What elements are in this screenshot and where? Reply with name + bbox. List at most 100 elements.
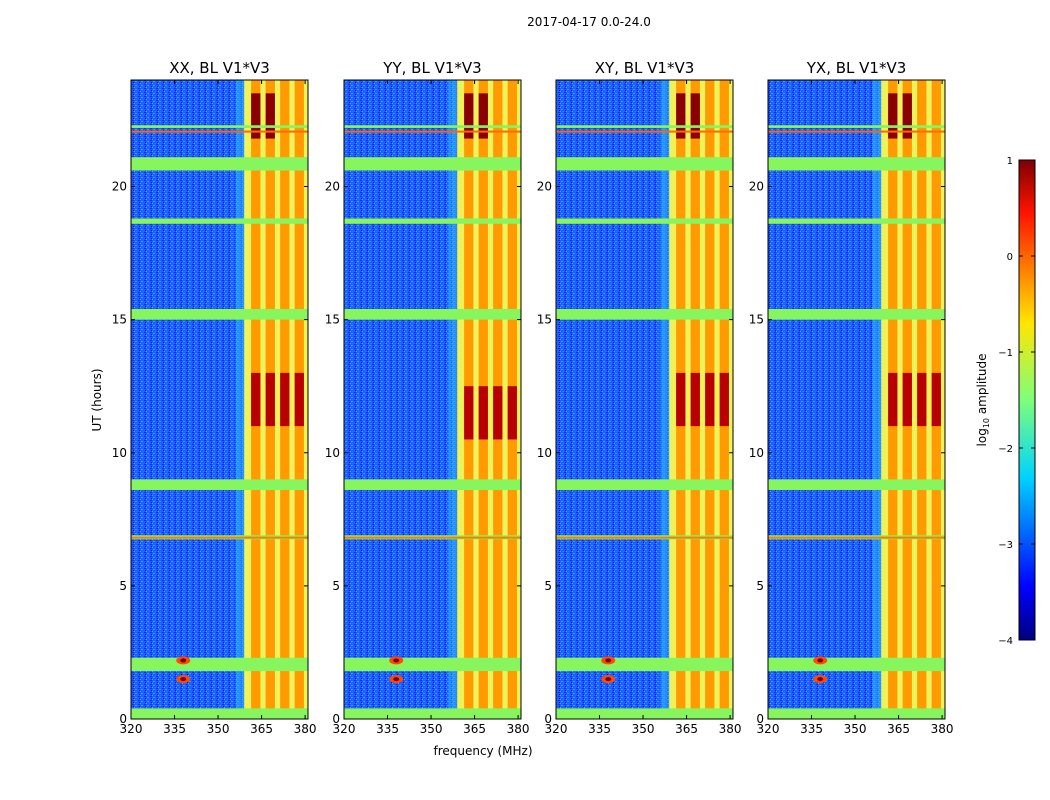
band-hotspot bbox=[902, 372, 912, 427]
flagged-row bbox=[556, 157, 733, 171]
panel-frame bbox=[343, 79, 522, 720]
rfi-line bbox=[768, 130, 945, 133]
band-hotspot-top bbox=[464, 93, 474, 139]
panel-title: YX, BL V1*V3 bbox=[806, 59, 907, 77]
point-source-core bbox=[393, 677, 400, 682]
y-tick-label: 10 bbox=[749, 446, 764, 460]
band-hotspot-top bbox=[478, 93, 488, 139]
flagged-row bbox=[344, 708, 521, 719]
y-tick-label: 5 bbox=[544, 579, 552, 593]
band-hotspot bbox=[705, 372, 715, 427]
x-tick-label: 365 bbox=[463, 722, 486, 736]
y-tick-label: 10 bbox=[537, 446, 552, 460]
flagged-row bbox=[344, 479, 521, 491]
flagged-row bbox=[556, 308, 733, 320]
x-tick-label: 350 bbox=[207, 722, 230, 736]
panel-title: XY, BL V1*V3 bbox=[595, 59, 695, 77]
panel-3: YX, BL V1*V3 320 335 350 365 380 0 5 10 15 20 bbox=[749, 59, 954, 736]
flagged-row bbox=[556, 125, 733, 128]
y-tick-label: 5 bbox=[119, 579, 127, 593]
y-tick-label: 0 bbox=[756, 712, 764, 726]
x-tick-label: 335 bbox=[376, 722, 399, 736]
panel-frame bbox=[767, 79, 946, 720]
band-edge-glow bbox=[872, 80, 882, 719]
band-edge-glow bbox=[448, 80, 458, 719]
band-hotspot bbox=[493, 386, 503, 440]
point-source-core bbox=[180, 677, 187, 682]
flagged-row bbox=[556, 657, 733, 672]
rfi-line bbox=[131, 536, 308, 539]
x-tick-label: 380 bbox=[507, 722, 530, 736]
flagged-row bbox=[768, 479, 945, 491]
x-tick-label: 350 bbox=[844, 722, 867, 736]
rfi-line bbox=[344, 536, 521, 539]
band-hotspot bbox=[676, 372, 686, 427]
colorbar-ticks: 1 0 −1 −2 −3 −4 bbox=[998, 156, 1035, 647]
band-hotspot bbox=[690, 372, 700, 427]
band-hotspot bbox=[294, 372, 304, 427]
rfi-line bbox=[556, 536, 733, 539]
band-edge-glow bbox=[235, 80, 245, 719]
y-tick-label: 10 bbox=[325, 446, 340, 460]
x-tick-label: 350 bbox=[632, 722, 655, 736]
y-tick-label: 20 bbox=[749, 180, 764, 194]
flagged-row bbox=[131, 479, 308, 491]
panel-0: XX, BL V1*V3 320 335 350 365 380 0 5 10 15 20 bbox=[112, 59, 317, 736]
point-source-core bbox=[817, 658, 824, 663]
x-tick-label: 320 bbox=[757, 722, 780, 736]
flagged-row bbox=[556, 479, 733, 491]
flagged-row bbox=[131, 708, 308, 719]
flagged-row bbox=[556, 218, 733, 224]
flagged-row bbox=[131, 157, 308, 171]
flagged-row bbox=[768, 308, 945, 320]
x-tick-label: 335 bbox=[800, 722, 823, 736]
panel-frame bbox=[555, 79, 734, 720]
x-tick-label: 320 bbox=[120, 722, 143, 736]
panel-frame bbox=[130, 79, 309, 720]
band-hotspot-top bbox=[690, 93, 700, 139]
flagged-row bbox=[344, 157, 521, 171]
flagged-row bbox=[131, 308, 308, 320]
flagged-row bbox=[768, 218, 945, 224]
band-hotspot-top bbox=[902, 93, 912, 139]
band-hotspot bbox=[478, 386, 488, 440]
band-edge-glow bbox=[660, 80, 670, 719]
flagged-row bbox=[344, 308, 521, 320]
colorbar-tick-label: 1 bbox=[1007, 156, 1013, 167]
colorbar-tick-label: 0 bbox=[1007, 252, 1013, 263]
point-source-core bbox=[605, 658, 612, 663]
colorbar: 10−1−2−3−4 log10 amplitude bbox=[975, 156, 1036, 647]
flagged-row bbox=[344, 218, 521, 224]
band-hotspot bbox=[280, 372, 290, 427]
x-tick-label: 380 bbox=[931, 722, 954, 736]
colorbar-tick-label: −1 bbox=[998, 348, 1013, 359]
x-tick-label: 365 bbox=[250, 722, 273, 736]
y-tick-label: 20 bbox=[325, 180, 340, 194]
rfi-line bbox=[556, 130, 733, 133]
panel-title: YY, BL V1*V3 bbox=[382, 59, 481, 77]
panels-group: XX, BL V1*V3 320 335 350 365 380 0 5 10 15 20 YY, B… bbox=[112, 59, 954, 736]
x-tick-label: 320 bbox=[333, 722, 356, 736]
y-axis-label: UT (hours) bbox=[90, 368, 104, 431]
band-hotspot bbox=[931, 372, 941, 427]
flagged-row bbox=[768, 708, 945, 719]
colorbar-label-main: log bbox=[975, 428, 989, 446]
point-source-core bbox=[817, 677, 824, 682]
x-tick-label: 335 bbox=[588, 722, 611, 736]
rfi-line bbox=[344, 130, 521, 133]
band-hotspot bbox=[265, 372, 275, 427]
y-tick-label: 0 bbox=[119, 712, 127, 726]
band-hotspot bbox=[251, 372, 261, 427]
colorbar-tick-label: −4 bbox=[998, 636, 1013, 647]
y-tick-label: 15 bbox=[749, 313, 764, 327]
flagged-row bbox=[344, 657, 521, 672]
x-tick-label: 365 bbox=[887, 722, 910, 736]
x-tick-label: 365 bbox=[675, 722, 698, 736]
panel-2: XY, BL V1*V3 320 335 350 365 380 0 5 10 15 20 bbox=[537, 59, 742, 736]
point-source-core bbox=[180, 658, 187, 663]
flagged-row bbox=[768, 125, 945, 128]
x-tick-label: 320 bbox=[545, 722, 568, 736]
panel-title: XX, BL V1*V3 bbox=[169, 59, 270, 77]
y-tick-label: 20 bbox=[537, 180, 552, 194]
x-axis-label: frequency (MHz) bbox=[433, 744, 532, 758]
